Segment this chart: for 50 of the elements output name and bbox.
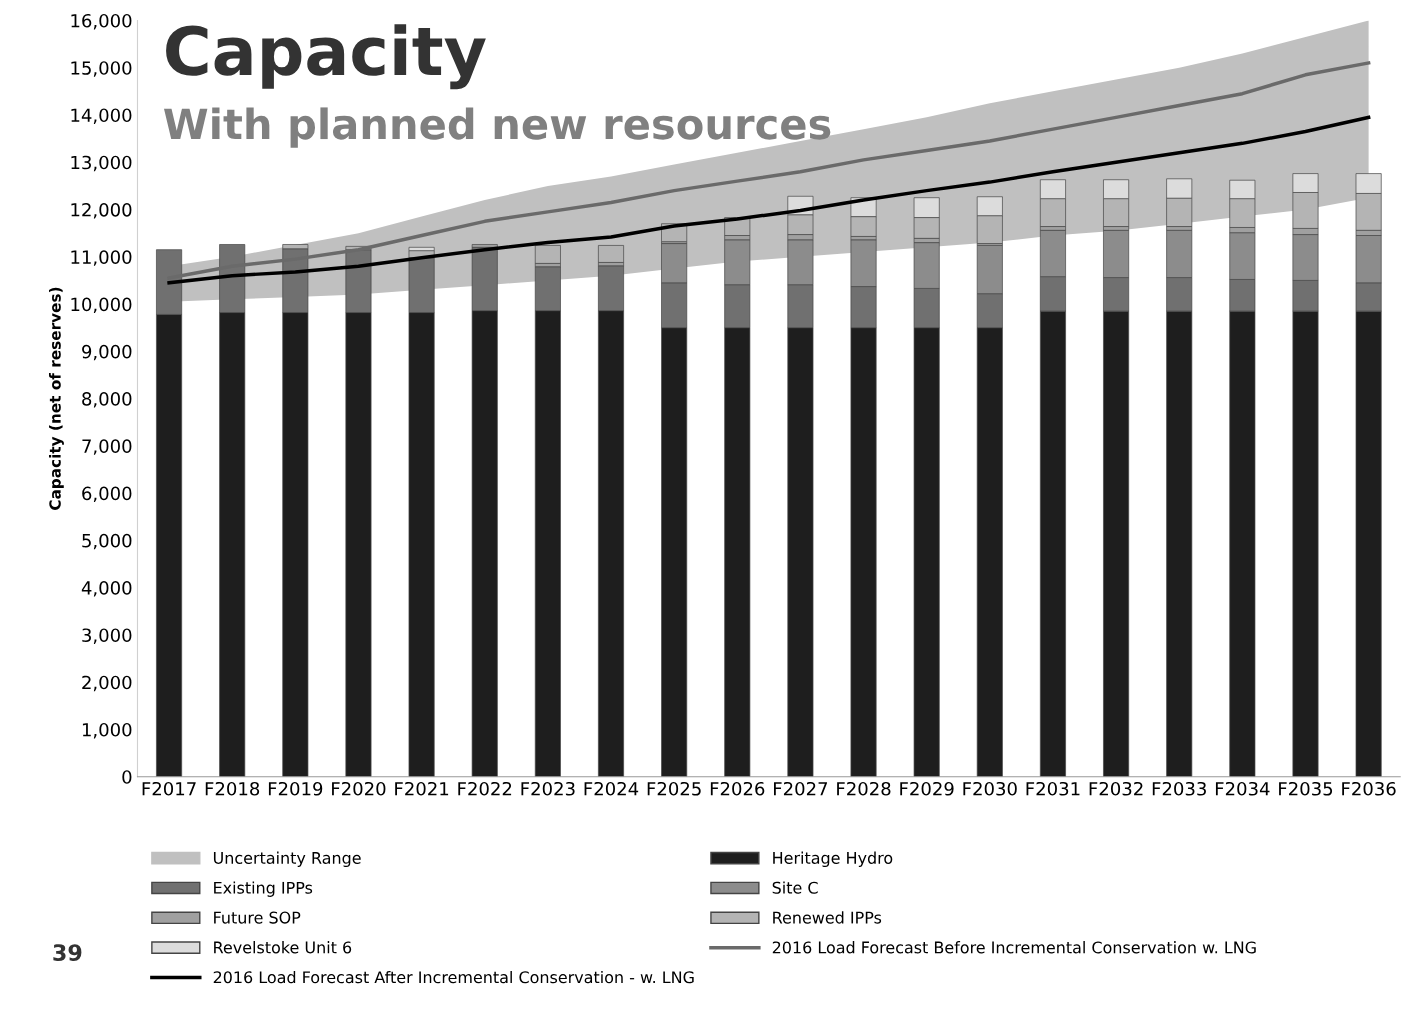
text: 39	[53, 944, 82, 961]
y-tick-label: 9,000	[82, 344, 132, 361]
y-tick-label: 5,000	[82, 533, 132, 550]
x-tick-label: F2023	[521, 781, 575, 796]
x-tick-label: F2021	[395, 781, 449, 796]
x-tick-label: F2017	[142, 781, 196, 796]
x-tick-label: F2036	[1342, 781, 1396, 796]
x-tick-label: F2019	[268, 781, 323, 796]
y-tick-label: 2,000	[82, 675, 132, 692]
legend-label: 2016 Load Forecast After Incremental Conservation - w. LNG	[213, 970, 694, 984]
x-tick-label: F2022	[458, 781, 512, 796]
x-tick-label: F2033	[1152, 781, 1206, 796]
y-tick-label: 16,000	[71, 13, 132, 30]
legend-label: Existing IPPs	[214, 881, 313, 897]
y-tick-label: 13,000	[71, 155, 132, 172]
text: With planned new resources	[163, 107, 831, 148]
y-tick-label: 14,000	[71, 108, 132, 124]
y-tick-label: 3,000	[82, 628, 132, 644]
y-tick-label: 10,000	[71, 297, 132, 313]
y-tick-label: 12,000	[71, 202, 132, 219]
legend-label: Revelstoke Unit 6	[214, 941, 352, 954]
x-tick-label: F2025	[647, 781, 701, 796]
x-tick-label: F2035	[1279, 781, 1333, 796]
y-axis-title: Capacity (net of reserves)	[48, 287, 64, 510]
x-tick-label: F2024	[584, 781, 639, 796]
y-tick-label: 6,000	[82, 486, 132, 503]
x-tick-label: F2032	[1089, 781, 1143, 796]
legend-label: Renewed IPPs	[773, 911, 882, 924]
y-tick-label: 11,000	[71, 250, 132, 266]
x-tick-label: F2020	[332, 781, 386, 796]
x-tick-label: F2027	[774, 781, 828, 796]
x-tick-label: F2030	[963, 781, 1017, 796]
legend-label: Heritage Hydro	[773, 851, 893, 868]
x-tick-label: F2034	[1215, 781, 1270, 796]
x-tick-label: F2026	[710, 781, 765, 796]
legend-label: Future SOP	[214, 911, 301, 924]
y-tick-label: 8,000	[82, 392, 132, 408]
y-tick-label: 7,000	[82, 439, 132, 455]
chart-title: Capacity	[166, 24, 486, 90]
legend-label: Uncertainty Range	[213, 851, 361, 868]
y-tick-label: 4,000	[81, 581, 132, 597]
y-tick-label: 15,000	[71, 61, 132, 77]
y-tick-label: 0	[122, 770, 132, 784]
x-tick-label: F2028	[837, 781, 891, 796]
legend-label: Site C	[772, 881, 818, 894]
legend-label: 2016 Load Forecast Before Incremental Conservation w. LNG	[772, 941, 1256, 954]
x-tick-label: F2029	[900, 781, 954, 796]
y-tick-label: 1,000	[82, 722, 132, 739]
x-tick-label: F2031	[1026, 781, 1080, 796]
x-tick-label: F2018	[205, 781, 260, 796]
